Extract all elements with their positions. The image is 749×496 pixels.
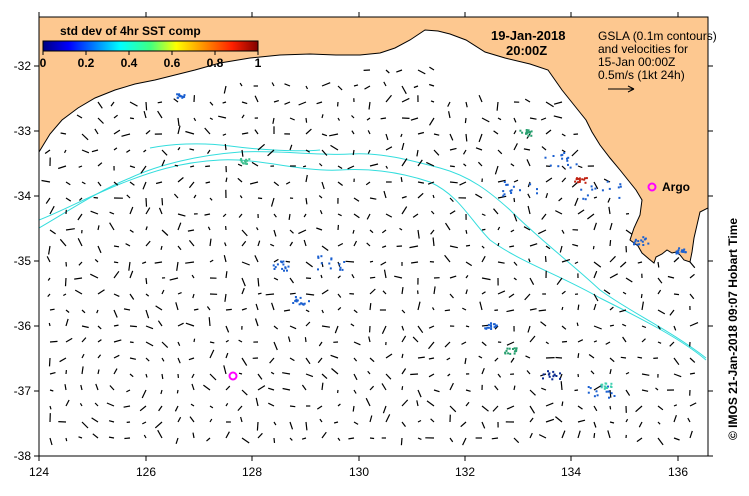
colorbar-title: std dev of 4hr SST comp — [60, 24, 201, 38]
legend-line-4: 0.5m/s (1kt 24h) — [598, 68, 685, 82]
legend-line-3: 15-Jan 00:00Z — [598, 55, 675, 69]
x-tick-label: 136 — [668, 465, 688, 479]
x-tick-label: 124 — [29, 465, 49, 479]
y-tick-label: -36 — [14, 319, 32, 333]
colorbar-tick-label: 0.6 — [164, 56, 181, 70]
time-label: 20:00Z — [506, 43, 547, 58]
argo-float-marker-2 — [228, 371, 238, 381]
argo-label: Argo — [662, 180, 690, 194]
colorbar-tick-label: 0.8 — [207, 56, 224, 70]
y-tick-label: -34 — [14, 189, 32, 203]
x-tick-label: 130 — [349, 465, 369, 479]
plot-frame — [38, 16, 709, 457]
y-tick-label: -37 — [14, 384, 32, 398]
colorbar-tick-label: 0.4 — [121, 56, 138, 70]
colorbar-tick-label: 0.2 — [78, 56, 95, 70]
colorbar-ticks: 0 0.2 0.4 0.6 0.8 1 — [40, 51, 262, 70]
imos-credit: © IMOS 21-Jan-2018 09:07 Hobart Time — [726, 218, 740, 440]
velocity-arrows — [41, 66, 699, 446]
x-tick-label: 134 — [561, 465, 581, 479]
y-tick-label: -38 — [14, 449, 32, 463]
colorbar-tick-label: 0 — [40, 56, 47, 70]
date-label: 19-Jan-2018 — [491, 28, 565, 43]
colorbar-tick-label: 1 — [255, 56, 262, 70]
argo-float-marker — [647, 182, 657, 192]
y-tick-label: -33 — [14, 124, 32, 138]
y-tick-label: -32 — [14, 59, 32, 73]
gsla-contours — [38, 143, 707, 361]
x-tick-label: 126 — [136, 465, 156, 479]
x-tick-label: 128 — [242, 465, 262, 479]
sst-pixels — [176, 93, 687, 399]
legend-line-1: GSLA (0.1m contours) — [598, 29, 717, 43]
y-tick-label: -35 — [14, 254, 32, 268]
axis-ticks: 124 126 128 130 132 134 136 -32 -33 -34 -35 -36 -37 -… — [14, 12, 713, 479]
legend-line-2: and velocities for — [598, 42, 688, 56]
legend-arrow — [608, 85, 635, 93]
x-tick-label: 132 — [455, 465, 475, 479]
colorbar-gradient — [42, 40, 259, 52]
